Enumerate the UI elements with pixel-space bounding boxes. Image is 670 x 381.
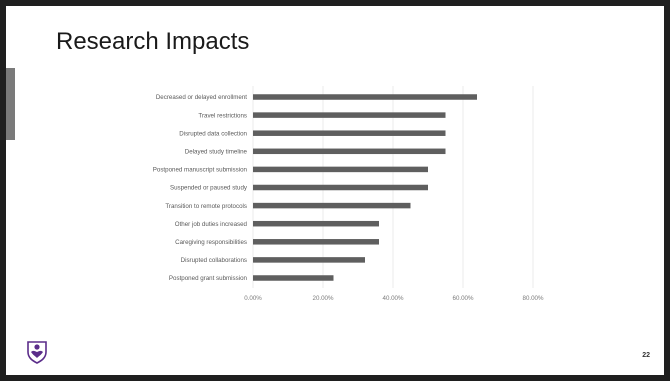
bar bbox=[253, 184, 428, 191]
category-label: Travel restrictions bbox=[198, 112, 247, 119]
shield-logo-icon bbox=[27, 341, 47, 364]
category-label: Disrupted data collection bbox=[179, 130, 247, 137]
bar bbox=[253, 112, 446, 118]
slide: Research Impacts Decreased or delayed en… bbox=[6, 6, 664, 375]
slide-title: Research Impacts bbox=[56, 28, 250, 55]
x-tick-label: 80.00% bbox=[523, 295, 544, 302]
category-label: Suspended or paused study bbox=[170, 185, 248, 192]
category-label: Other job duties increased bbox=[175, 221, 248, 228]
x-tick-label: 0.00% bbox=[244, 295, 262, 302]
bar bbox=[253, 166, 428, 173]
bar bbox=[253, 148, 446, 155]
page-number: 22 bbox=[642, 352, 650, 359]
bar bbox=[253, 257, 365, 263]
x-tick-label: 20.00% bbox=[313, 295, 334, 302]
category-label: Transition to remote protocols bbox=[165, 203, 247, 210]
bar bbox=[253, 130, 446, 136]
slide-accent-bar bbox=[6, 68, 15, 140]
category-label: Disrupted collaborations bbox=[181, 257, 247, 264]
x-tick-label: 60.00% bbox=[453, 295, 474, 302]
x-tick-label: 40.00% bbox=[383, 295, 404, 302]
bar bbox=[253, 220, 379, 227]
bar bbox=[253, 275, 334, 281]
category-label: Caregiving responsibilities bbox=[175, 239, 247, 246]
category-label: Decreased or delayed enrollment bbox=[156, 94, 247, 101]
bar bbox=[253, 202, 411, 209]
bar bbox=[253, 239, 379, 245]
category-label: Postponed grant submission bbox=[169, 275, 248, 282]
category-label: Postponed manuscript submission bbox=[153, 167, 248, 174]
bar bbox=[253, 94, 477, 100]
category-label: Delayed study timeline bbox=[185, 149, 248, 156]
bar-chart: Decreased or delayed enrollment Travel re… bbox=[153, 86, 544, 302]
